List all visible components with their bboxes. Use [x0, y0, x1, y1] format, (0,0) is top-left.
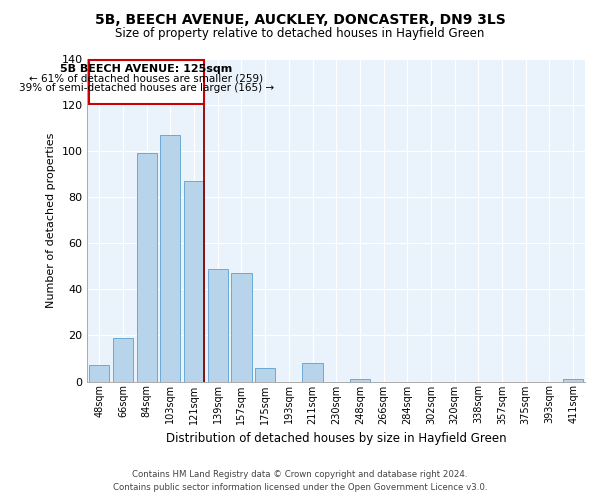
- Bar: [302, 363, 323, 382]
- Bar: [208, 268, 228, 382]
- Text: Contains HM Land Registry data © Crown copyright and database right 2024.
Contai: Contains HM Land Registry data © Crown c…: [113, 470, 487, 492]
- Bar: [160, 135, 181, 382]
- Text: 5B, BEECH AVENUE, AUCKLEY, DONCASTER, DN9 3LS: 5B, BEECH AVENUE, AUCKLEY, DONCASTER, DN…: [95, 12, 505, 26]
- Bar: [350, 379, 370, 382]
- Bar: [232, 273, 251, 382]
- Bar: [113, 338, 133, 382]
- Text: ← 61% of detached houses are smaller (259): ← 61% of detached houses are smaller (25…: [29, 74, 263, 84]
- Bar: [255, 368, 275, 382]
- Bar: [184, 181, 204, 382]
- Bar: [89, 366, 109, 382]
- Bar: [563, 379, 583, 382]
- Text: 5B BEECH AVENUE: 125sqm: 5B BEECH AVENUE: 125sqm: [60, 64, 233, 74]
- Text: 39% of semi-detached houses are larger (165) →: 39% of semi-detached houses are larger (…: [19, 83, 274, 93]
- Text: Size of property relative to detached houses in Hayfield Green: Size of property relative to detached ho…: [115, 28, 485, 40]
- FancyBboxPatch shape: [89, 60, 204, 104]
- X-axis label: Distribution of detached houses by size in Hayfield Green: Distribution of detached houses by size …: [166, 432, 506, 445]
- Y-axis label: Number of detached properties: Number of detached properties: [46, 132, 56, 308]
- Bar: [137, 154, 157, 382]
